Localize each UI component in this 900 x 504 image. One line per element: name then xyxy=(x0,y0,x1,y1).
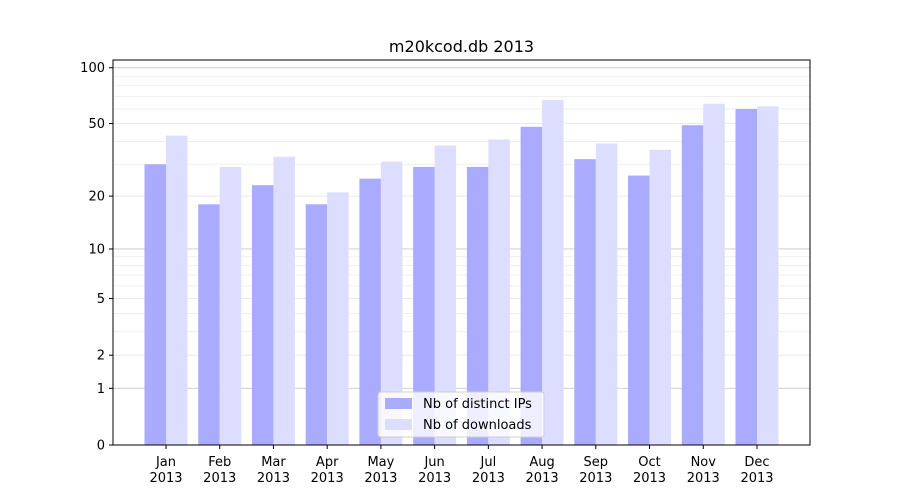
x-tick-label: 2013 xyxy=(418,471,451,486)
x-tick-label: Apr xyxy=(316,455,339,470)
bar-downloads xyxy=(219,166,242,445)
legend-swatch xyxy=(385,419,412,430)
y-tick-label: 2 xyxy=(97,349,105,364)
x-tick-label: 2013 xyxy=(311,471,344,486)
bar-distinct-ips xyxy=(466,166,489,445)
x-tick-label: May xyxy=(367,455,394,470)
x-tick-label: 2013 xyxy=(526,471,559,486)
x-tick-label: Jul xyxy=(480,455,497,470)
bar-downloads xyxy=(542,100,564,446)
bar-distinct-ips xyxy=(520,126,543,445)
bar-downloads xyxy=(649,149,672,445)
bar-downloads xyxy=(703,103,725,445)
x-tick-label: Nov xyxy=(691,455,717,470)
bar-downloads xyxy=(327,192,349,445)
x-tick-label: Mar xyxy=(261,455,286,470)
bar-downloads xyxy=(757,106,779,445)
bar-downloads xyxy=(166,135,188,445)
bar-downloads xyxy=(488,139,510,445)
legend-label: Nb of downloads xyxy=(423,418,532,433)
legend-box xyxy=(377,391,545,438)
y-tick-label: 50 xyxy=(88,117,105,132)
y-tick-label: 0 xyxy=(97,439,105,454)
bar-distinct-ips xyxy=(305,204,328,445)
y-tick-label: 10 xyxy=(88,242,105,257)
bar-distinct-ips xyxy=(359,178,381,445)
x-tick-label: 2013 xyxy=(203,471,236,486)
bar-downloads xyxy=(273,156,295,446)
x-tick-label: Feb xyxy=(208,455,231,470)
y-tick-label: 5 xyxy=(97,292,105,307)
x-tick-label: Dec xyxy=(744,455,769,470)
bar-downloads xyxy=(380,161,403,445)
x-tick-label: Oct xyxy=(638,455,660,470)
bar-distinct-ips xyxy=(735,108,757,445)
x-tick-label: 2013 xyxy=(633,471,666,486)
plot-frame xyxy=(112,59,811,446)
x-tick-label: 2013 xyxy=(364,471,397,486)
x-tick-label: 2013 xyxy=(687,471,720,486)
x-tick-label: Aug xyxy=(529,455,554,470)
bar-distinct-ips xyxy=(251,185,274,445)
x-tick-label: Jun xyxy=(423,455,444,470)
bar-downloads xyxy=(434,145,457,445)
bar-distinct-ips xyxy=(198,204,220,445)
x-tick-label: 2013 xyxy=(472,471,505,486)
legend-label: Nb of distinct IPs xyxy=(423,397,532,412)
x-tick-label: 2013 xyxy=(149,471,182,486)
bar-distinct-ips xyxy=(681,125,704,445)
x-tick-label: 2013 xyxy=(740,471,773,486)
bar-distinct-ips xyxy=(628,175,650,445)
x-tick-label: 2013 xyxy=(257,471,290,486)
bar-downloads xyxy=(595,143,618,445)
x-tick-label: 2013 xyxy=(579,471,612,486)
y-tick-label: 1 xyxy=(97,382,105,397)
x-tick-label: Sep xyxy=(584,455,609,470)
bar-distinct-ips xyxy=(144,164,166,445)
bar-distinct-ips xyxy=(574,159,596,445)
legend-swatch xyxy=(385,398,412,409)
chart-title: m20kcod.db 2013 xyxy=(389,37,534,56)
y-tick-label: 20 xyxy=(88,190,105,205)
y-tick-label: 100 xyxy=(80,61,105,76)
bar-distinct-ips xyxy=(413,166,435,445)
x-tick-label: Jan xyxy=(155,455,176,470)
